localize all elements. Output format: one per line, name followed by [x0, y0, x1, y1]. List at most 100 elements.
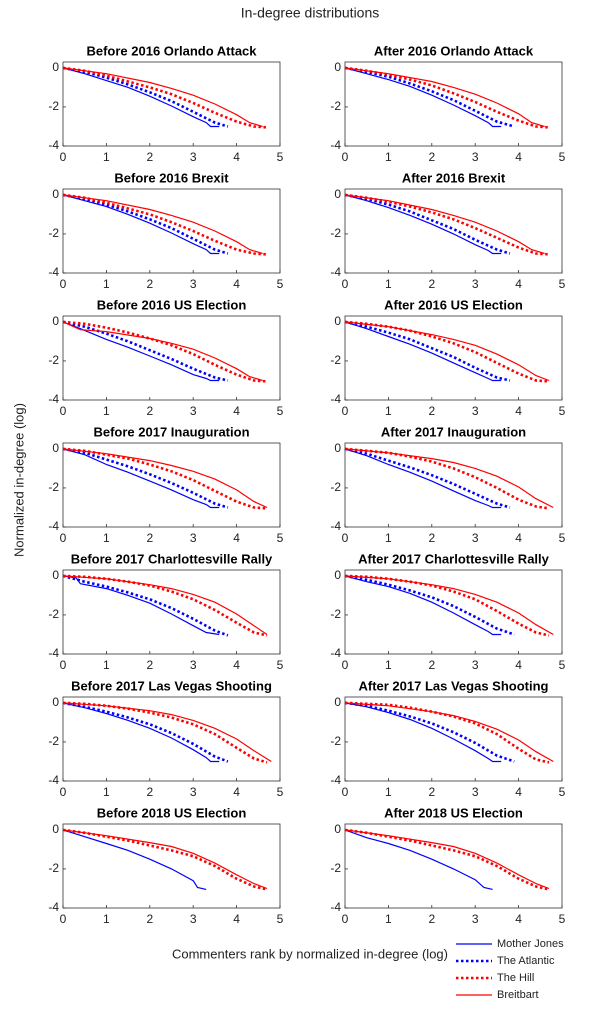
y-tick-label: -2: [330, 861, 341, 875]
legend-label: The Atlantic: [497, 955, 555, 967]
x-tick-label: 5: [277, 658, 284, 672]
x-tick-label: 1: [385, 404, 392, 418]
x-tick-label: 0: [60, 150, 67, 164]
series-line: [344, 66, 515, 128]
x-tick-label: 4: [233, 150, 240, 164]
x-tick-label: 4: [515, 531, 522, 545]
x-tick-label: 0: [60, 658, 67, 672]
x-tick-label: 5: [277, 277, 284, 291]
x-tick-label: 2: [146, 658, 153, 672]
y-tick-label: -4: [48, 265, 59, 279]
x-tick-label: 3: [190, 150, 197, 164]
x-tick-label: 3: [472, 150, 479, 164]
x-tick-label: 0: [342, 785, 349, 799]
y-tick-label: -4: [48, 519, 59, 533]
y-tick-label: 0: [52, 60, 59, 74]
x-tick-label: 1: [103, 150, 110, 164]
axes-box: [344, 315, 563, 401]
y-tick-label: -2: [48, 480, 59, 494]
series-line: [62, 448, 268, 509]
x-tick-label: 4: [515, 150, 522, 164]
y-tick-label: -2: [48, 99, 59, 113]
panel-title: Before 2017 Charlottesville Rally: [71, 551, 273, 566]
series-line: [344, 575, 554, 636]
y-tick-label: 0: [334, 568, 341, 582]
x-tick-label: 0: [342, 150, 349, 164]
y-tick-label: 0: [334, 441, 341, 455]
x-tick-label: 0: [60, 404, 67, 418]
x-tick-label: 2: [428, 658, 435, 672]
x-tick-label: 4: [233, 404, 240, 418]
y-tick-label: 0: [334, 187, 341, 201]
series-line: [344, 321, 502, 382]
series-line: [62, 702, 220, 763]
x-tick-label: 5: [559, 404, 566, 418]
x-tick-label: 5: [559, 785, 566, 799]
y-tick-label: -2: [48, 353, 59, 367]
series-line: [344, 702, 554, 763]
y-tick-label: -4: [48, 138, 59, 152]
x-tick-label: 1: [103, 785, 110, 799]
y-tick-label: -2: [48, 734, 59, 748]
panel-title: After 2016 Orlando Attack: [374, 43, 534, 58]
panel-title: Before 2016 US Election: [97, 297, 247, 312]
series-line: [62, 702, 272, 763]
x-tick-label: 2: [146, 531, 153, 545]
series-line: [62, 829, 207, 890]
series-line: [62, 321, 263, 382]
y-tick-label: -2: [330, 607, 341, 621]
x-tick-label: 3: [472, 277, 479, 291]
x-tick-label: 3: [190, 531, 197, 545]
y-tick-label: -2: [48, 226, 59, 240]
series-line: [62, 575, 220, 636]
panel-title: After 2017 Charlottesville Rally: [358, 551, 550, 566]
y-tick-label: -2: [330, 353, 341, 367]
x-tick-label: 4: [233, 912, 240, 926]
y-tick-label: -2: [330, 480, 341, 494]
y-tick-label: -4: [330, 392, 341, 406]
y-tick-label: -2: [330, 734, 341, 748]
y-tick-label: -4: [330, 519, 341, 533]
series-line: [62, 448, 220, 509]
x-tick-label: 0: [60, 785, 67, 799]
y-tick-label: -4: [330, 646, 341, 660]
series-line: [62, 447, 229, 509]
series-line: [62, 66, 229, 128]
series-line: [62, 575, 268, 635]
x-tick-label: 0: [342, 277, 349, 291]
x-tick-label: 5: [277, 531, 284, 545]
x-tick-label: 3: [190, 277, 197, 291]
series-line: [344, 702, 502, 763]
x-tick-label: 2: [428, 912, 435, 926]
series-line: [344, 575, 502, 636]
x-tick-label: 0: [342, 404, 349, 418]
y-tick-label: 0: [52, 441, 59, 455]
series-line: [62, 320, 229, 382]
y-tick-label: -4: [48, 900, 59, 914]
x-tick-label: 5: [559, 531, 566, 545]
x-axis-label: Commenters rank by normalized in-degree …: [172, 946, 448, 961]
x-tick-label: 3: [472, 658, 479, 672]
series-line: [344, 321, 550, 382]
series-line: [344, 66, 550, 129]
x-tick-label: 1: [385, 912, 392, 926]
series-line: [62, 320, 268, 383]
series-line: [62, 194, 263, 255]
y-tick-label: 0: [334, 695, 341, 709]
x-tick-label: 5: [559, 277, 566, 291]
x-tick-label: 0: [60, 277, 67, 291]
x-tick-label: 1: [385, 531, 392, 545]
axes-box: [344, 696, 563, 782]
x-tick-label: 4: [233, 277, 240, 291]
series-line: [62, 67, 263, 128]
x-tick-label: 4: [233, 658, 240, 672]
axes-box: [62, 442, 281, 528]
x-tick-label: 2: [428, 531, 435, 545]
x-tick-label: 5: [559, 912, 566, 926]
x-tick-label: 5: [277, 912, 284, 926]
panel-title: Before 2016 Brexit: [114, 170, 229, 185]
series-line: [344, 448, 554, 509]
panel-title: Before 2016 Orlando Attack: [86, 43, 257, 58]
axes-box: [62, 696, 281, 782]
